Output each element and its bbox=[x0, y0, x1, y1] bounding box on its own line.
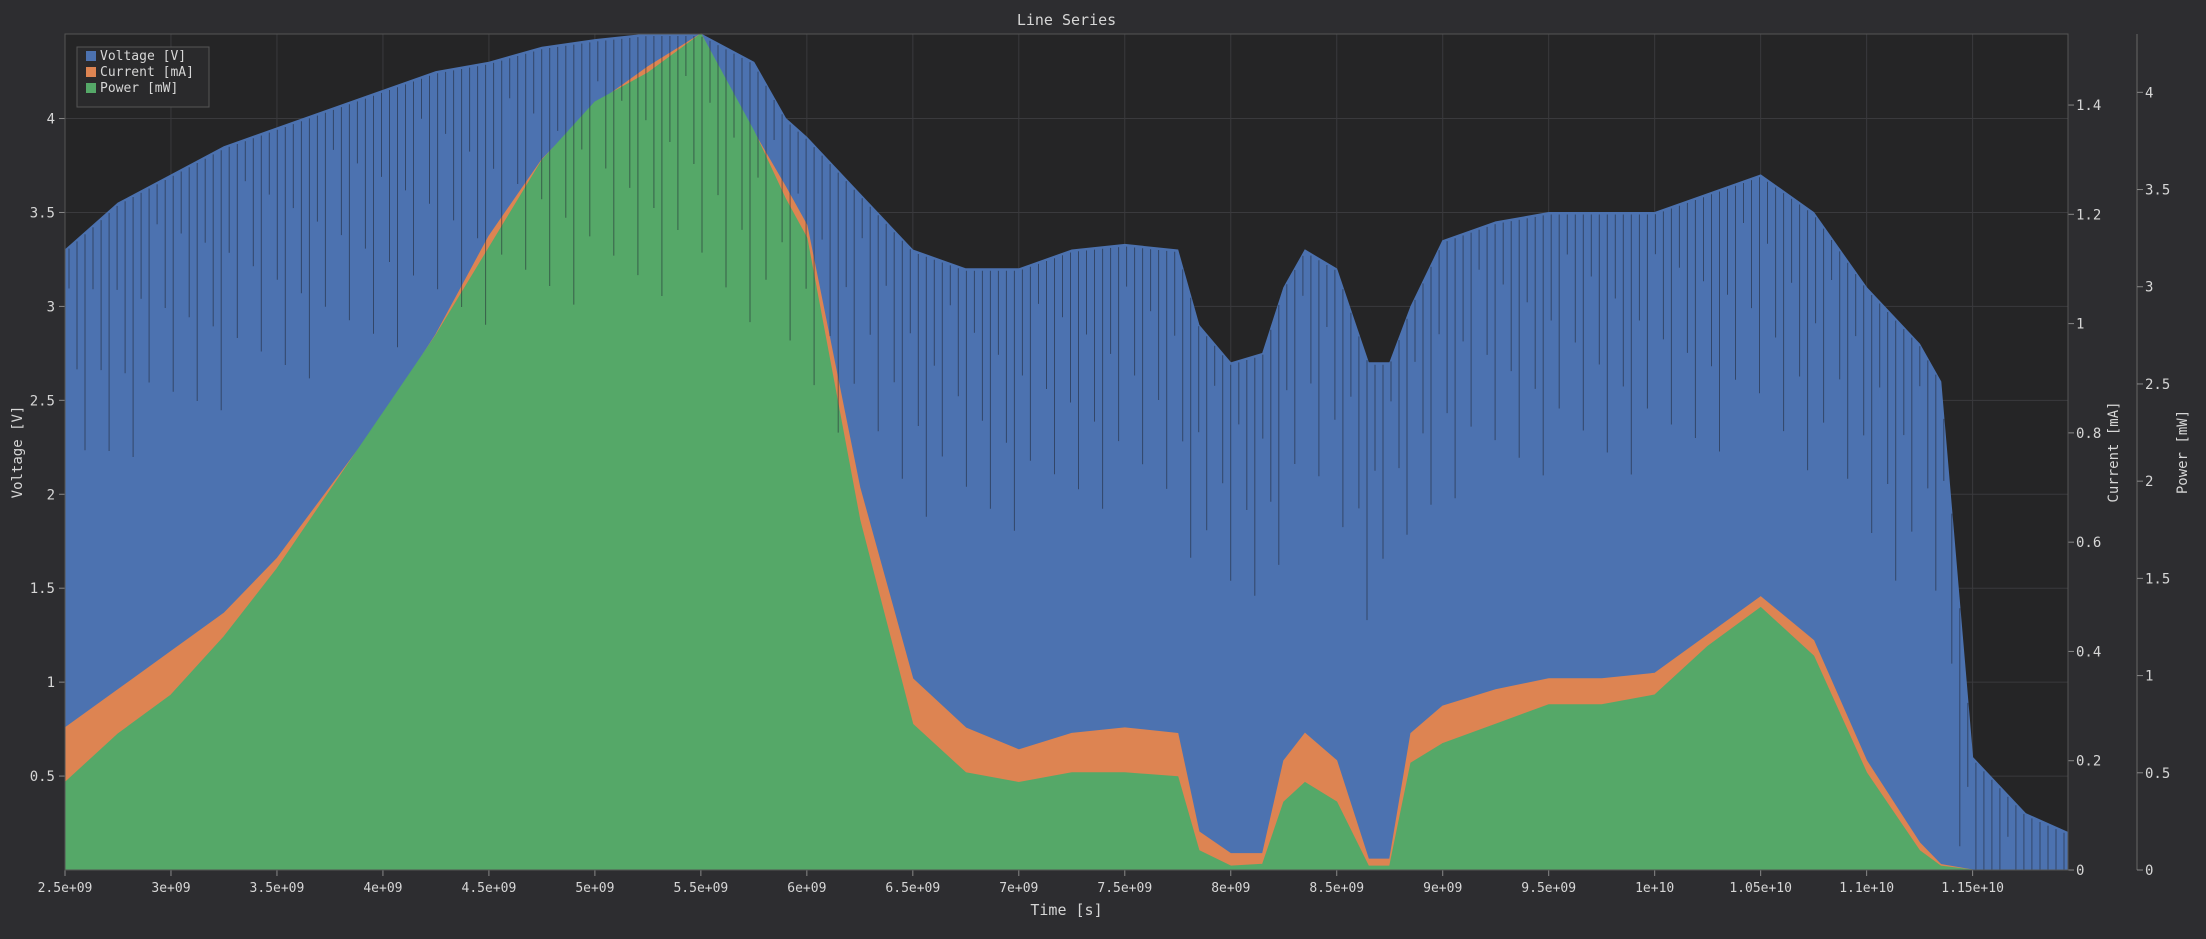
x-tick-label: 1e+10 bbox=[1635, 881, 1674, 896]
legend-label: Current [mA] bbox=[100, 65, 194, 80]
x-tick-label: 6e+09 bbox=[787, 881, 826, 896]
legend-label: Voltage [V] bbox=[100, 49, 186, 64]
x-tick-label: 8e+09 bbox=[1211, 881, 1250, 896]
current-tick-label: 0.6 bbox=[2076, 535, 2101, 551]
x-tick-label: 5.5e+09 bbox=[673, 881, 728, 896]
power-axis-label: Power [mW] bbox=[2175, 410, 2191, 494]
power-tick-label: 4 bbox=[2145, 85, 2153, 101]
current-tick-label: 0.2 bbox=[2076, 754, 2101, 770]
x-tick-label: 1.15e+10 bbox=[1941, 881, 2004, 896]
legend-swatch bbox=[86, 83, 96, 93]
current-tick-label: 0.8 bbox=[2076, 426, 2101, 442]
power-tick-label: 0 bbox=[2145, 863, 2153, 879]
x-axis-label: Time [s] bbox=[1030, 901, 1102, 919]
power-tick-label: 3 bbox=[2145, 280, 2153, 296]
voltage-axis-label: Voltage [V] bbox=[10, 406, 26, 499]
x-tick-label: 1.05e+10 bbox=[1729, 881, 1792, 896]
x-tick-label: 6.5e+09 bbox=[885, 881, 940, 896]
x-tick-label: 3.5e+09 bbox=[250, 881, 305, 896]
current-tick-label: 0 bbox=[2076, 863, 2084, 879]
spike-layer bbox=[68, 36, 2065, 870]
legend-swatch bbox=[86, 67, 96, 77]
legend-items: Voltage [V]Current [mA]Power [mW] bbox=[86, 49, 194, 96]
legend-swatch bbox=[86, 51, 96, 61]
current-tick-label: 1.4 bbox=[2076, 98, 2101, 114]
power-tick-label: 1.5 bbox=[2145, 571, 2170, 587]
power-tick-label: 2.5 bbox=[2145, 377, 2170, 393]
power-tick-label: 1 bbox=[2145, 669, 2153, 685]
current-axis-label: Current [mA] bbox=[2106, 401, 2122, 502]
legend-label: Power [mW] bbox=[100, 81, 178, 96]
series-area-power bbox=[64, 33, 2068, 871]
power-tick-label: 2 bbox=[2145, 474, 2153, 490]
legend[interactable]: Voltage [V]Current [mA]Power [mW] bbox=[76, 46, 210, 108]
voltage-tick-label: 2.5 bbox=[30, 393, 55, 409]
voltage-tick-label: 4 bbox=[47, 112, 55, 128]
x-tick-label: 1.1e+10 bbox=[1839, 881, 1894, 896]
x-tick-label: 5e+09 bbox=[575, 881, 614, 896]
voltage-tick-label: 1 bbox=[47, 675, 55, 691]
x-tick-label: 7e+09 bbox=[999, 881, 1038, 896]
current-tick-label: 1 bbox=[2076, 317, 2084, 333]
axes: 2.5e+09 3e+09 3.5e+09 4e+09 4.5e+09 5e+09 5.5e… bbox=[30, 33, 2170, 896]
voltage-tick-label: 3.5 bbox=[30, 205, 55, 221]
x-tick-label: 7.5e+09 bbox=[1097, 881, 1152, 896]
power-tick-label: 0.5 bbox=[2145, 766, 2170, 782]
plot-border bbox=[64, 33, 2069, 871]
x-tick-label: 8.5e+09 bbox=[1309, 881, 1364, 896]
x-tick-label: 9.5e+09 bbox=[1521, 881, 1576, 896]
current-tick-label: 1.2 bbox=[2076, 207, 2101, 223]
legend-box bbox=[76, 46, 210, 108]
x-tick-label: 9e+09 bbox=[1423, 881, 1462, 896]
x-tick-label: 2.5e+09 bbox=[38, 881, 93, 896]
power-tick-label: 3.5 bbox=[2145, 183, 2170, 199]
voltage-tick-label: 3 bbox=[47, 299, 55, 315]
x-tick-label: 4e+09 bbox=[363, 881, 402, 896]
voltage-tick-label: 0.5 bbox=[30, 769, 55, 785]
x-tick-label: 4.5e+09 bbox=[462, 881, 517, 896]
current-tick-label: 0.4 bbox=[2076, 644, 2101, 660]
chart-title: Line Series bbox=[1017, 11, 1116, 29]
voltage-tick-label: 2 bbox=[47, 487, 55, 503]
x-tick-label: 3e+09 bbox=[151, 881, 190, 896]
voltage-tick-label: 1.5 bbox=[30, 581, 55, 597]
